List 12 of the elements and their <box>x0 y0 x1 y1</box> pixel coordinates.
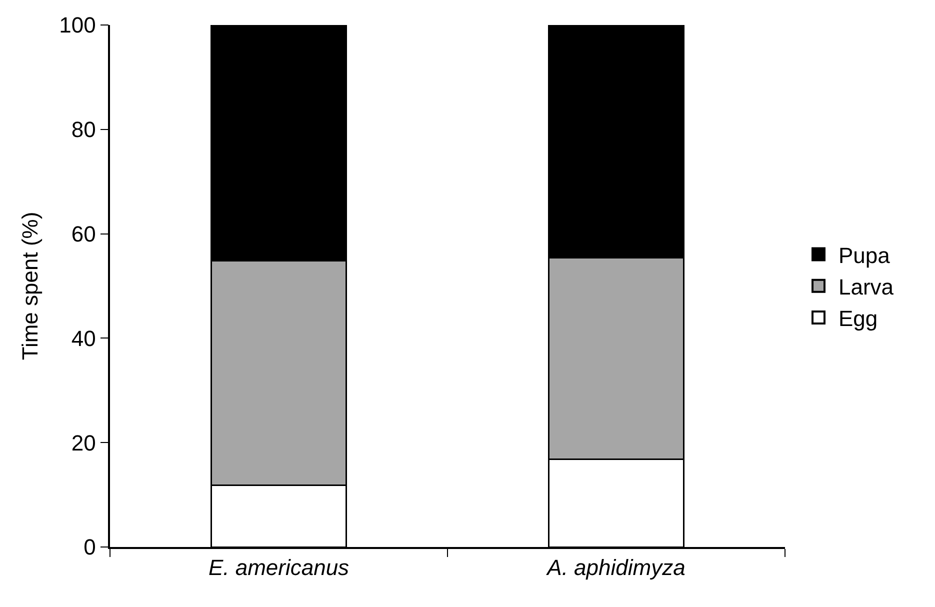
y-tick-label: 100 <box>59 12 96 38</box>
y-tick-label: 40 <box>71 326 96 351</box>
y-tick-label: 60 <box>71 222 96 246</box>
y-tick-label: 80 <box>71 117 96 142</box>
x-tick-label: A. aphidimyza <box>545 555 686 580</box>
x-tick-label: E. americanus <box>208 555 350 580</box>
legend-label: Larva <box>838 274 894 300</box>
y-tick-label: 20 <box>71 430 96 456</box>
legend-label: Egg <box>838 306 878 332</box>
y-axis-title: Time spent (%) <box>17 212 42 360</box>
y-tick-label: 0 <box>84 534 96 560</box>
legend-label: Pupa <box>838 242 891 268</box>
